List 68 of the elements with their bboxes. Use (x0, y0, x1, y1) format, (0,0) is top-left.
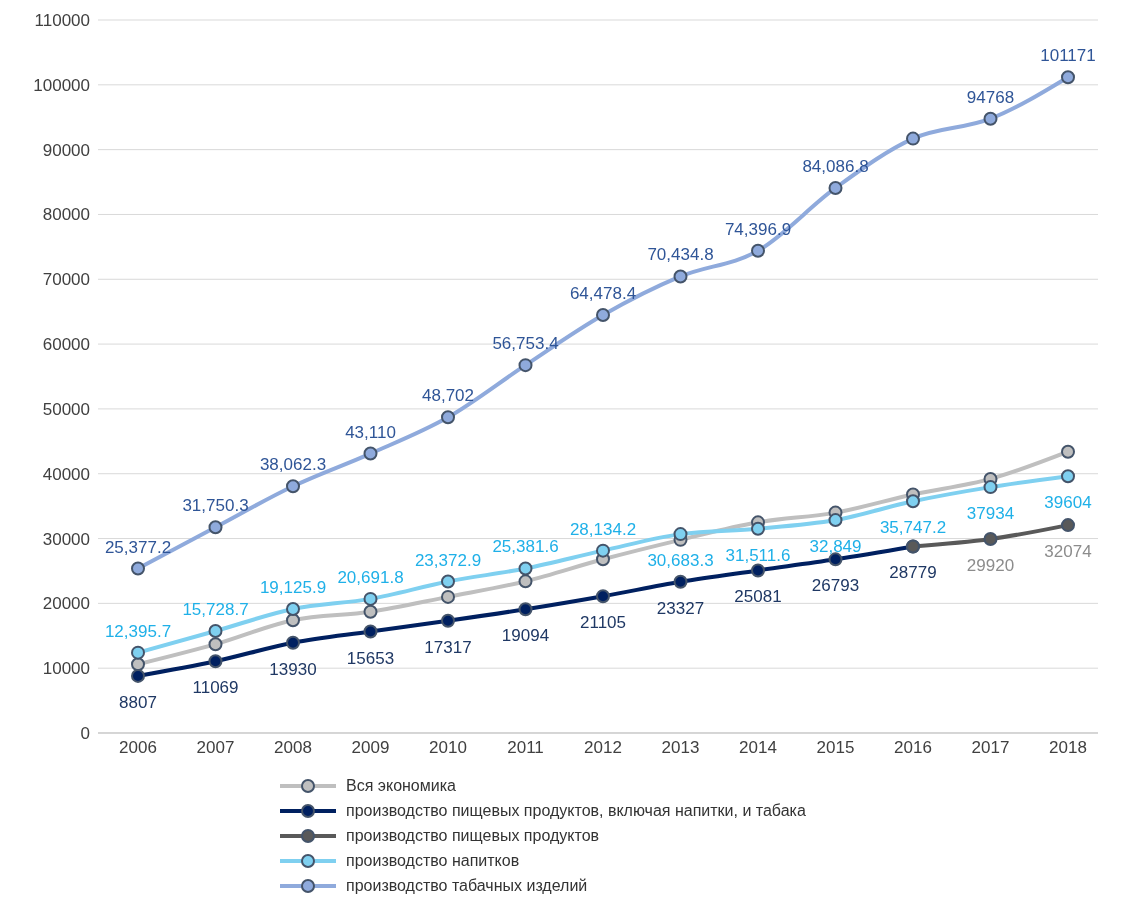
data-label: 25,381.6 (492, 537, 559, 557)
data-label: 8807 (119, 692, 157, 712)
data-label: 17317 (424, 637, 472, 657)
data-label: 70,434.8 (647, 245, 714, 265)
data-label: 19,125.9 (259, 578, 327, 598)
y-tick-label: 40000 (42, 464, 90, 484)
data-label: 31,750.3 (182, 496, 249, 516)
data-label: 28779 (889, 563, 937, 583)
y-tick-label: 60000 (42, 335, 90, 355)
legend-label: производство напитков (346, 851, 520, 870)
data-label: 38,062.3 (259, 455, 327, 475)
x-tick-label: 2009 (351, 738, 390, 758)
legend-label: производство табачных изделий (346, 876, 588, 895)
data-label: 23,372.9 (414, 550, 482, 570)
legend-label: Вся экономика (346, 776, 456, 795)
y-tick-label: 10000 (42, 659, 90, 679)
data-label: 21105 (579, 613, 627, 633)
x-tick-label: 2012 (584, 738, 622, 758)
y-tick-label: 90000 (42, 140, 90, 160)
data-label: 37934 (966, 504, 1015, 524)
data-label: 11069 (192, 678, 239, 698)
data-label: 84,086.8 (802, 156, 869, 176)
data-label: 39604 (1044, 493, 1092, 513)
data-label: 15653 (346, 648, 395, 668)
y-tick-label: 0 (80, 724, 90, 744)
x-tick-label: 2014 (739, 738, 777, 758)
x-tick-label: 2011 (507, 738, 544, 758)
x-tick-label: 2008 (274, 738, 312, 758)
data-label: 32074 (1044, 542, 1092, 562)
y-tick-label: 50000 (42, 399, 90, 419)
data-label: 23327 (656, 598, 705, 618)
x-tick-label: 2007 (196, 738, 235, 758)
x-tick-label: 2013 (661, 738, 700, 758)
data-label: 28,134.2 (569, 519, 637, 539)
data-label: 48,702 (422, 386, 474, 406)
data-label: 94768 (966, 87, 1015, 107)
x-tick-label: 2015 (816, 738, 855, 758)
y-tick-label: 30000 (42, 529, 90, 549)
data-label: 12,395.7 (104, 621, 172, 641)
legend-label: производство пищевых продуктов (346, 826, 600, 845)
data-label: 25081 (734, 587, 782, 607)
data-label: 64,478.4 (569, 284, 637, 304)
x-tick-label: 2006 (119, 738, 157, 758)
y-tick-label: 100000 (33, 75, 90, 95)
legend-label: производство пищевых продуктов, включая напитки, и табака (346, 801, 806, 820)
data-label: 29920 (966, 556, 1015, 576)
data-label: 32,849 (809, 537, 862, 557)
x-tick-label: 2018 (1049, 738, 1087, 758)
y-tick-label: 110000 (34, 11, 90, 31)
data-label: 20,691.8 (337, 567, 404, 587)
data-label: 26793 (811, 576, 860, 596)
data-label: 19094 (501, 626, 550, 646)
x-tick-label: 2016 (894, 738, 932, 758)
data-label: 74,396.9 (724, 219, 792, 239)
y-tick-label: 20000 (42, 594, 90, 614)
data-label: 101171 (1040, 46, 1096, 66)
x-tick-label: 2017 (971, 738, 1010, 758)
y-tick-label: 70000 (42, 270, 90, 290)
y-tick-label: 80000 (42, 205, 90, 225)
data-label: 13930 (269, 659, 317, 679)
data-label: 43,110 (345, 422, 396, 442)
data-label: 30,683.3 (647, 551, 714, 571)
data-label: 35,747.2 (879, 518, 947, 538)
data-label: 56,753.4 (492, 334, 559, 354)
data-label: 25,377.2 (104, 537, 172, 557)
x-tick-label: 2010 (429, 738, 467, 758)
data-label: 15,728.7 (182, 600, 249, 620)
data-label: 31,511.6 (725, 545, 791, 565)
